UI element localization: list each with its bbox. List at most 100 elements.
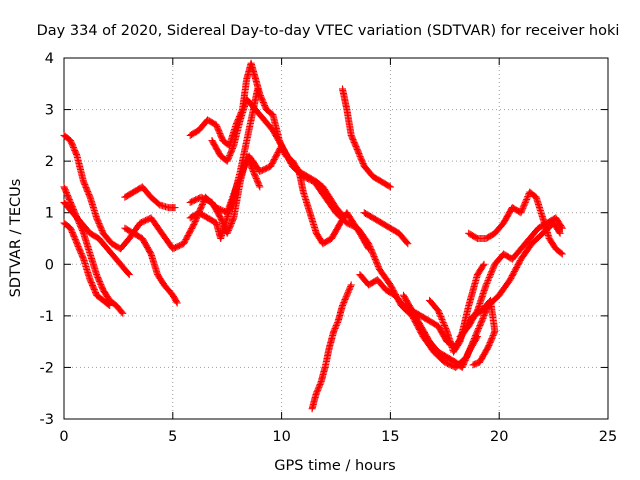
data-point bbox=[490, 330, 498, 338]
data-point bbox=[488, 268, 496, 276]
series-track-10 bbox=[208, 95, 349, 222]
data-point bbox=[475, 325, 483, 332]
data-point bbox=[473, 333, 481, 340]
data-point bbox=[312, 389, 320, 397]
data-point bbox=[229, 143, 237, 151]
data-point bbox=[488, 266, 496, 274]
series-track-5 bbox=[121, 183, 179, 212]
y-tick-label: -2 bbox=[40, 360, 54, 376]
data-point bbox=[558, 223, 565, 231]
series-track-18 bbox=[426, 260, 488, 356]
data-point bbox=[199, 199, 207, 207]
data-point bbox=[339, 302, 346, 309]
data-point bbox=[333, 320, 341, 328]
data-point bbox=[482, 281, 490, 289]
data-point bbox=[356, 151, 363, 159]
data-point bbox=[260, 100, 268, 108]
series-track-4 bbox=[60, 198, 133, 279]
data-point bbox=[316, 380, 324, 388]
data-point bbox=[70, 144, 77, 151]
y-tick-label: -3 bbox=[40, 412, 54, 428]
data-point bbox=[119, 309, 127, 317]
data-point bbox=[519, 204, 527, 212]
data-point bbox=[213, 122, 221, 130]
data-point bbox=[480, 313, 487, 321]
data-point bbox=[105, 301, 113, 309]
data-point bbox=[477, 320, 484, 328]
data-point bbox=[97, 280, 105, 288]
data-point bbox=[344, 288, 352, 296]
series-track-13 bbox=[308, 281, 355, 413]
data-point bbox=[106, 302, 114, 309]
data-point bbox=[521, 200, 529, 208]
data-point bbox=[344, 290, 351, 298]
data-point bbox=[259, 99, 267, 106]
data-point bbox=[439, 319, 447, 326]
data-point bbox=[521, 198, 529, 206]
series-track-16 bbox=[465, 188, 566, 258]
data-point bbox=[476, 322, 484, 330]
data-point bbox=[316, 382, 323, 390]
data-point bbox=[96, 279, 104, 287]
data-point bbox=[332, 321, 340, 329]
x-axis-label: GPS time / hours bbox=[274, 458, 395, 474]
data-point bbox=[340, 297, 348, 305]
data-point bbox=[435, 308, 443, 316]
data-point bbox=[470, 360, 478, 368]
chart-title: Day 334 of 2020, Sidereal Day-to-day VTE… bbox=[37, 23, 620, 39]
data-point bbox=[124, 270, 132, 278]
data-point bbox=[314, 385, 322, 393]
data-point bbox=[342, 293, 350, 301]
data-point bbox=[372, 257, 380, 265]
series-track-15 bbox=[400, 291, 481, 371]
x-tick-label: 0 bbox=[59, 429, 68, 445]
data-point bbox=[118, 308, 126, 316]
data-point bbox=[469, 361, 477, 369]
y-tick-label: -1 bbox=[40, 309, 54, 325]
data-point bbox=[192, 216, 200, 224]
data-point bbox=[485, 275, 493, 283]
data-point bbox=[69, 142, 77, 150]
data-point bbox=[441, 323, 449, 331]
data-point bbox=[61, 186, 69, 194]
data-point bbox=[480, 260, 488, 268]
data-point bbox=[332, 323, 340, 331]
data-point bbox=[403, 239, 411, 246]
plot-frame bbox=[63, 57, 609, 420]
data-point bbox=[355, 150, 363, 158]
data-point bbox=[478, 317, 486, 325]
data-point bbox=[555, 228, 563, 236]
data-point bbox=[365, 245, 373, 253]
data-point bbox=[483, 279, 491, 287]
data-point bbox=[385, 182, 393, 190]
data-point bbox=[346, 284, 354, 292]
data-point bbox=[523, 194, 531, 202]
y-tick-label: 3 bbox=[45, 103, 54, 119]
data-point bbox=[369, 250, 377, 258]
series-track-6 bbox=[121, 224, 181, 307]
data-point bbox=[524, 193, 532, 200]
data-point bbox=[490, 263, 498, 271]
data-point bbox=[519, 203, 527, 211]
data-point bbox=[480, 312, 488, 320]
data-point bbox=[314, 386, 322, 394]
series-track-3 bbox=[60, 219, 114, 309]
data-point bbox=[62, 187, 70, 195]
data-point bbox=[248, 165, 256, 173]
data-point bbox=[485, 274, 493, 281]
data-point bbox=[484, 277, 492, 284]
x-tick-label: 5 bbox=[168, 429, 177, 445]
data-point bbox=[334, 319, 342, 326]
data-point bbox=[386, 183, 394, 191]
data-point bbox=[248, 163, 255, 171]
data-point bbox=[518, 206, 526, 214]
data-point bbox=[330, 326, 338, 334]
data-point bbox=[438, 316, 446, 323]
data-point bbox=[72, 237, 80, 245]
data-point bbox=[487, 271, 494, 279]
data-point bbox=[347, 281, 355, 289]
data-point bbox=[171, 204, 179, 212]
data-point bbox=[404, 240, 412, 248]
x-tick-label: 10 bbox=[272, 429, 290, 445]
data-point bbox=[191, 218, 199, 226]
